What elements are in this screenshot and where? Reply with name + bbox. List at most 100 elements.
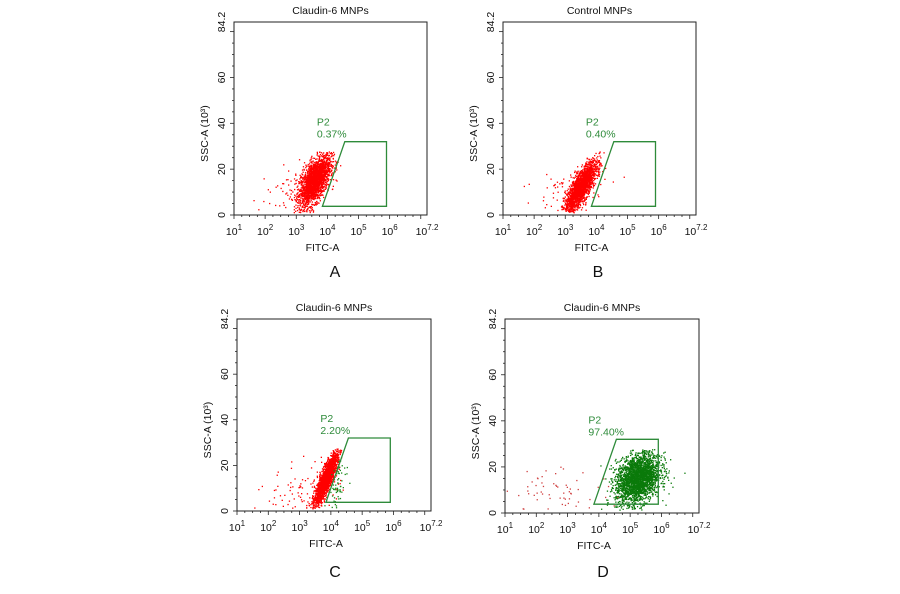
data-point bbox=[572, 192, 574, 194]
data-point bbox=[588, 161, 590, 164]
data-point bbox=[546, 187, 548, 189]
data-point bbox=[309, 191, 312, 193]
data-point bbox=[303, 208, 305, 210]
data-point bbox=[324, 157, 326, 159]
data-point bbox=[314, 197, 316, 200]
data-point bbox=[592, 183, 594, 185]
data-point bbox=[327, 163, 329, 165]
data-point bbox=[320, 167, 322, 169]
data-point bbox=[308, 186, 310, 188]
data-point bbox=[315, 204, 317, 206]
data-point bbox=[582, 175, 584, 177]
data-point bbox=[313, 170, 315, 173]
data-point bbox=[313, 183, 315, 185]
data-point bbox=[574, 196, 577, 198]
data-point bbox=[594, 170, 596, 172]
data-point bbox=[291, 199, 293, 201]
data-point bbox=[320, 182, 322, 184]
data-point bbox=[581, 190, 583, 192]
data-point bbox=[321, 187, 323, 189]
data-point bbox=[295, 182, 297, 185]
x-axis-label: FITC-A bbox=[306, 242, 340, 254]
plot-title: Claudin-6 MNPs bbox=[292, 5, 368, 17]
data-point bbox=[303, 201, 305, 203]
data-point bbox=[298, 159, 301, 161]
data-point bbox=[333, 450, 335, 453]
data-point bbox=[322, 172, 324, 174]
data-point bbox=[293, 206, 296, 208]
data-point bbox=[320, 169, 322, 171]
data-point bbox=[581, 189, 583, 191]
data-point bbox=[585, 204, 587, 206]
data-point bbox=[295, 199, 297, 201]
data-point bbox=[306, 203, 308, 206]
data-point bbox=[302, 178, 305, 180]
data-point bbox=[304, 181, 306, 183]
data-point bbox=[581, 186, 583, 188]
data-point bbox=[303, 169, 305, 171]
data-point bbox=[289, 196, 291, 198]
data-point bbox=[306, 195, 308, 197]
data-point bbox=[321, 160, 323, 162]
x-tick-label: 105 bbox=[350, 223, 367, 238]
data-point bbox=[334, 171, 336, 173]
data-point bbox=[597, 168, 599, 170]
data-point bbox=[573, 201, 575, 203]
data-point bbox=[317, 169, 319, 172]
data-point bbox=[592, 196, 594, 199]
data-point bbox=[316, 179, 318, 181]
data-point bbox=[594, 172, 596, 175]
data-point bbox=[304, 196, 306, 198]
data-point bbox=[573, 206, 575, 208]
data-point bbox=[311, 168, 313, 170]
data-point bbox=[315, 174, 317, 176]
data-point bbox=[325, 170, 327, 173]
data-point bbox=[303, 191, 305, 193]
data-point bbox=[584, 176, 587, 179]
data-point bbox=[310, 167, 312, 169]
data-point bbox=[569, 211, 572, 213]
data-point bbox=[579, 204, 582, 207]
gate-p2 bbox=[590, 141, 657, 207]
data-point bbox=[305, 200, 307, 203]
data-point bbox=[557, 209, 559, 212]
data-point bbox=[313, 169, 316, 171]
data-point bbox=[590, 158, 592, 160]
data-point bbox=[586, 168, 589, 171]
data-point bbox=[583, 174, 585, 176]
data-point bbox=[301, 195, 304, 197]
data-point bbox=[581, 194, 583, 197]
x-tick-label: 103 bbox=[288, 223, 305, 238]
data-point bbox=[312, 191, 314, 193]
data-point bbox=[321, 174, 323, 176]
data-point bbox=[320, 185, 322, 187]
data-points bbox=[253, 151, 342, 214]
x-tick-label: 106 bbox=[651, 223, 668, 238]
data-point bbox=[590, 161, 593, 163]
data-point bbox=[334, 449, 336, 451]
data-point bbox=[572, 202, 575, 204]
data-point bbox=[313, 183, 316, 185]
data-point bbox=[588, 170, 590, 173]
data-point bbox=[312, 175, 314, 177]
data-point bbox=[311, 502, 313, 505]
data-point bbox=[586, 187, 588, 189]
data-point bbox=[575, 197, 577, 200]
data-point bbox=[567, 188, 569, 190]
data-point bbox=[300, 211, 302, 214]
data-point bbox=[589, 184, 591, 186]
data-point bbox=[579, 173, 581, 175]
data-point bbox=[585, 176, 587, 178]
data-point bbox=[581, 174, 583, 177]
data-point bbox=[320, 152, 323, 154]
data-point bbox=[329, 175, 331, 177]
data-point bbox=[600, 183, 602, 186]
data-point bbox=[329, 161, 332, 163]
data-point bbox=[279, 205, 281, 207]
data-point bbox=[590, 165, 592, 167]
data-point bbox=[310, 170, 312, 172]
data-point bbox=[283, 164, 285, 166]
data-point bbox=[327, 174, 329, 176]
data-point bbox=[304, 192, 306, 194]
data-point bbox=[328, 171, 331, 173]
